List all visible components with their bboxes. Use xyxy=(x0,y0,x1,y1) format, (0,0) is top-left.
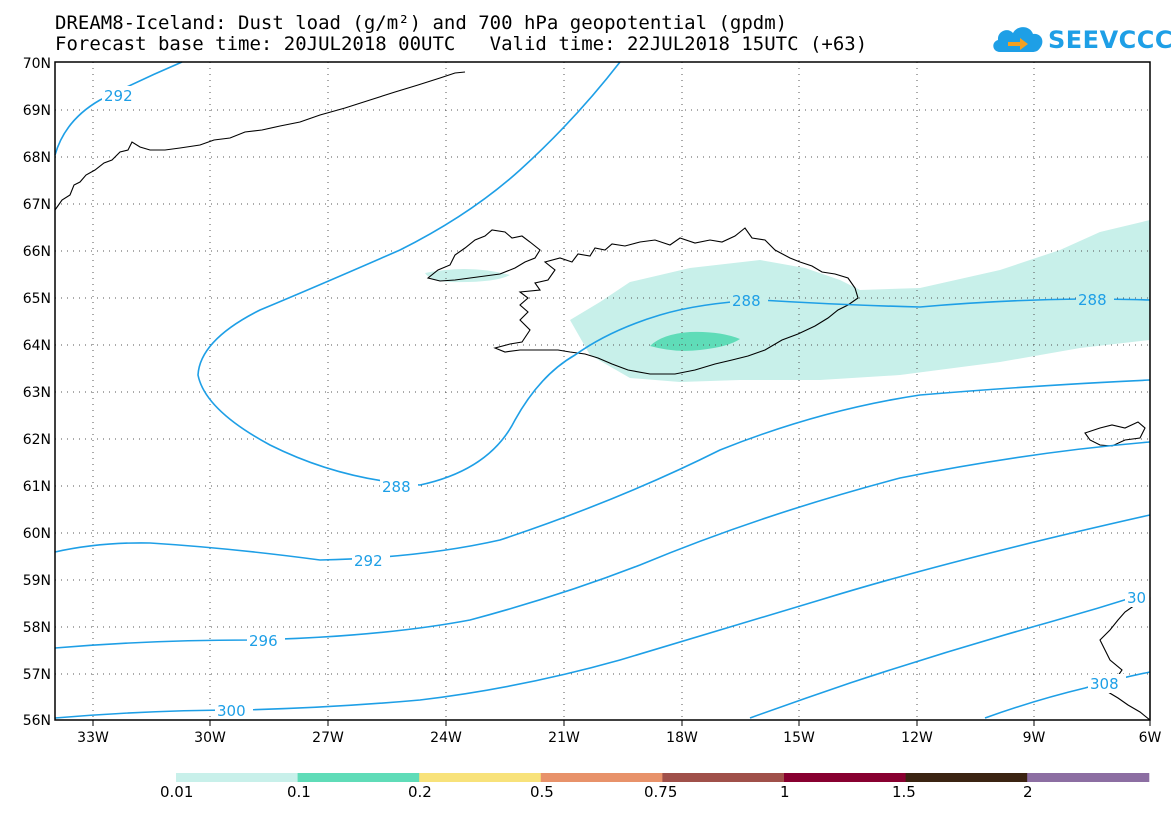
contour-label: 300 xyxy=(217,702,246,720)
map-frame xyxy=(54,61,1151,721)
contour-296 xyxy=(54,441,1151,649)
colorbar-label: 0.2 xyxy=(408,783,432,801)
contour-292-north xyxy=(54,61,183,156)
colorbar xyxy=(176,773,1150,782)
lon-label: 12W xyxy=(901,730,933,746)
contour-label: 292 xyxy=(354,552,383,570)
geopotential-contours xyxy=(54,61,1151,719)
lat-label: 63N xyxy=(23,385,51,401)
colorbar-swatch xyxy=(540,773,663,782)
colorbar-label: 0.1 xyxy=(287,783,311,801)
contour-288-loop xyxy=(197,61,1151,486)
map-title-line1: DREAM8-Iceland: Dust load (g/m²) and 700… xyxy=(55,12,788,34)
map-title-line2: Forecast base time: 20JUL2018 00UTC Vali… xyxy=(55,33,868,55)
lat-label: 59N xyxy=(23,573,51,589)
contour-label: 30 xyxy=(1127,589,1146,607)
contour-304 xyxy=(749,591,1151,719)
cloud-icon xyxy=(993,27,1043,52)
colorbar-swatch xyxy=(662,773,785,782)
longitude-labels: 33W 30W 27W 24W 21W 18W 15W 12W 9W 6W xyxy=(77,730,1161,746)
lat-label: 62N xyxy=(23,432,51,448)
lat-label: 60N xyxy=(23,526,51,542)
colorbar-label: 2 xyxy=(1023,783,1033,801)
lon-label: 21W xyxy=(548,730,580,746)
contour-label: 288 xyxy=(732,292,761,310)
contour-label: 292 xyxy=(104,87,133,105)
lat-label: 61N xyxy=(23,479,51,495)
contour-label: 288 xyxy=(1078,291,1107,309)
iceland-westfjords-coast xyxy=(426,229,541,282)
colorbar-swatch xyxy=(905,773,1028,782)
graticule xyxy=(55,62,1150,720)
lat-label: 69N xyxy=(23,103,51,119)
colorbar-swatch xyxy=(784,773,907,782)
lon-label: 9W xyxy=(1023,730,1046,746)
lat-label: 66N xyxy=(23,244,51,260)
faroe-coast xyxy=(1084,421,1146,447)
lon-label: 18W xyxy=(666,730,698,746)
lon-label: 27W xyxy=(312,730,344,746)
dust-area-light xyxy=(570,220,1150,382)
colorbar-swatch xyxy=(1027,773,1150,782)
lon-label: 30W xyxy=(194,730,226,746)
iceland-coast xyxy=(493,227,859,375)
dust-area-medium xyxy=(650,331,740,351)
logo-text: SEEVCCC xyxy=(1048,26,1173,54)
axis-ticks xyxy=(92,720,1151,726)
lat-label: 70N xyxy=(23,56,51,72)
coastlines xyxy=(54,71,1151,722)
lon-label: 33W xyxy=(77,730,109,746)
contour-292 xyxy=(54,379,1151,561)
contour-label: 296 xyxy=(249,632,278,650)
seevccc-logo: SEEVCCC xyxy=(990,22,1173,56)
contour-labels: 292 288 288 288 292 296 300 30 308 xyxy=(102,86,1150,720)
colorbar-label: 0.01 xyxy=(160,783,194,801)
lat-label: 68N xyxy=(23,150,51,166)
contour-label: 308 xyxy=(1090,675,1119,693)
lat-label: 64N xyxy=(23,338,51,354)
colorbar-swatch xyxy=(297,773,420,782)
colorbar-label: 1 xyxy=(780,783,790,801)
colorbar-label: 0.75 xyxy=(644,783,678,801)
contour-300 xyxy=(54,514,1151,719)
lon-label: 24W xyxy=(430,730,462,746)
lat-label: 58N xyxy=(23,620,51,636)
colorbar-label: 1.5 xyxy=(892,783,916,801)
greenland-coast xyxy=(54,71,466,211)
lat-label: 67N xyxy=(23,197,51,213)
lon-label: 15W xyxy=(783,730,815,746)
colorbar-swatch xyxy=(176,773,299,782)
colorbar-swatch xyxy=(419,773,542,782)
lon-label: 6W xyxy=(1139,730,1162,746)
scotland-coast xyxy=(1099,597,1151,722)
lat-label: 57N xyxy=(23,667,51,683)
colorbar-label: 0.5 xyxy=(530,783,554,801)
contour-label: 288 xyxy=(382,478,411,496)
latitude-labels: 70N 69N 68N 67N 66N 65N 64N 63N 62N 61N … xyxy=(23,56,51,729)
lat-label: 65N xyxy=(23,291,51,307)
lat-label: 56N xyxy=(23,713,51,729)
contour-308 xyxy=(984,671,1151,719)
